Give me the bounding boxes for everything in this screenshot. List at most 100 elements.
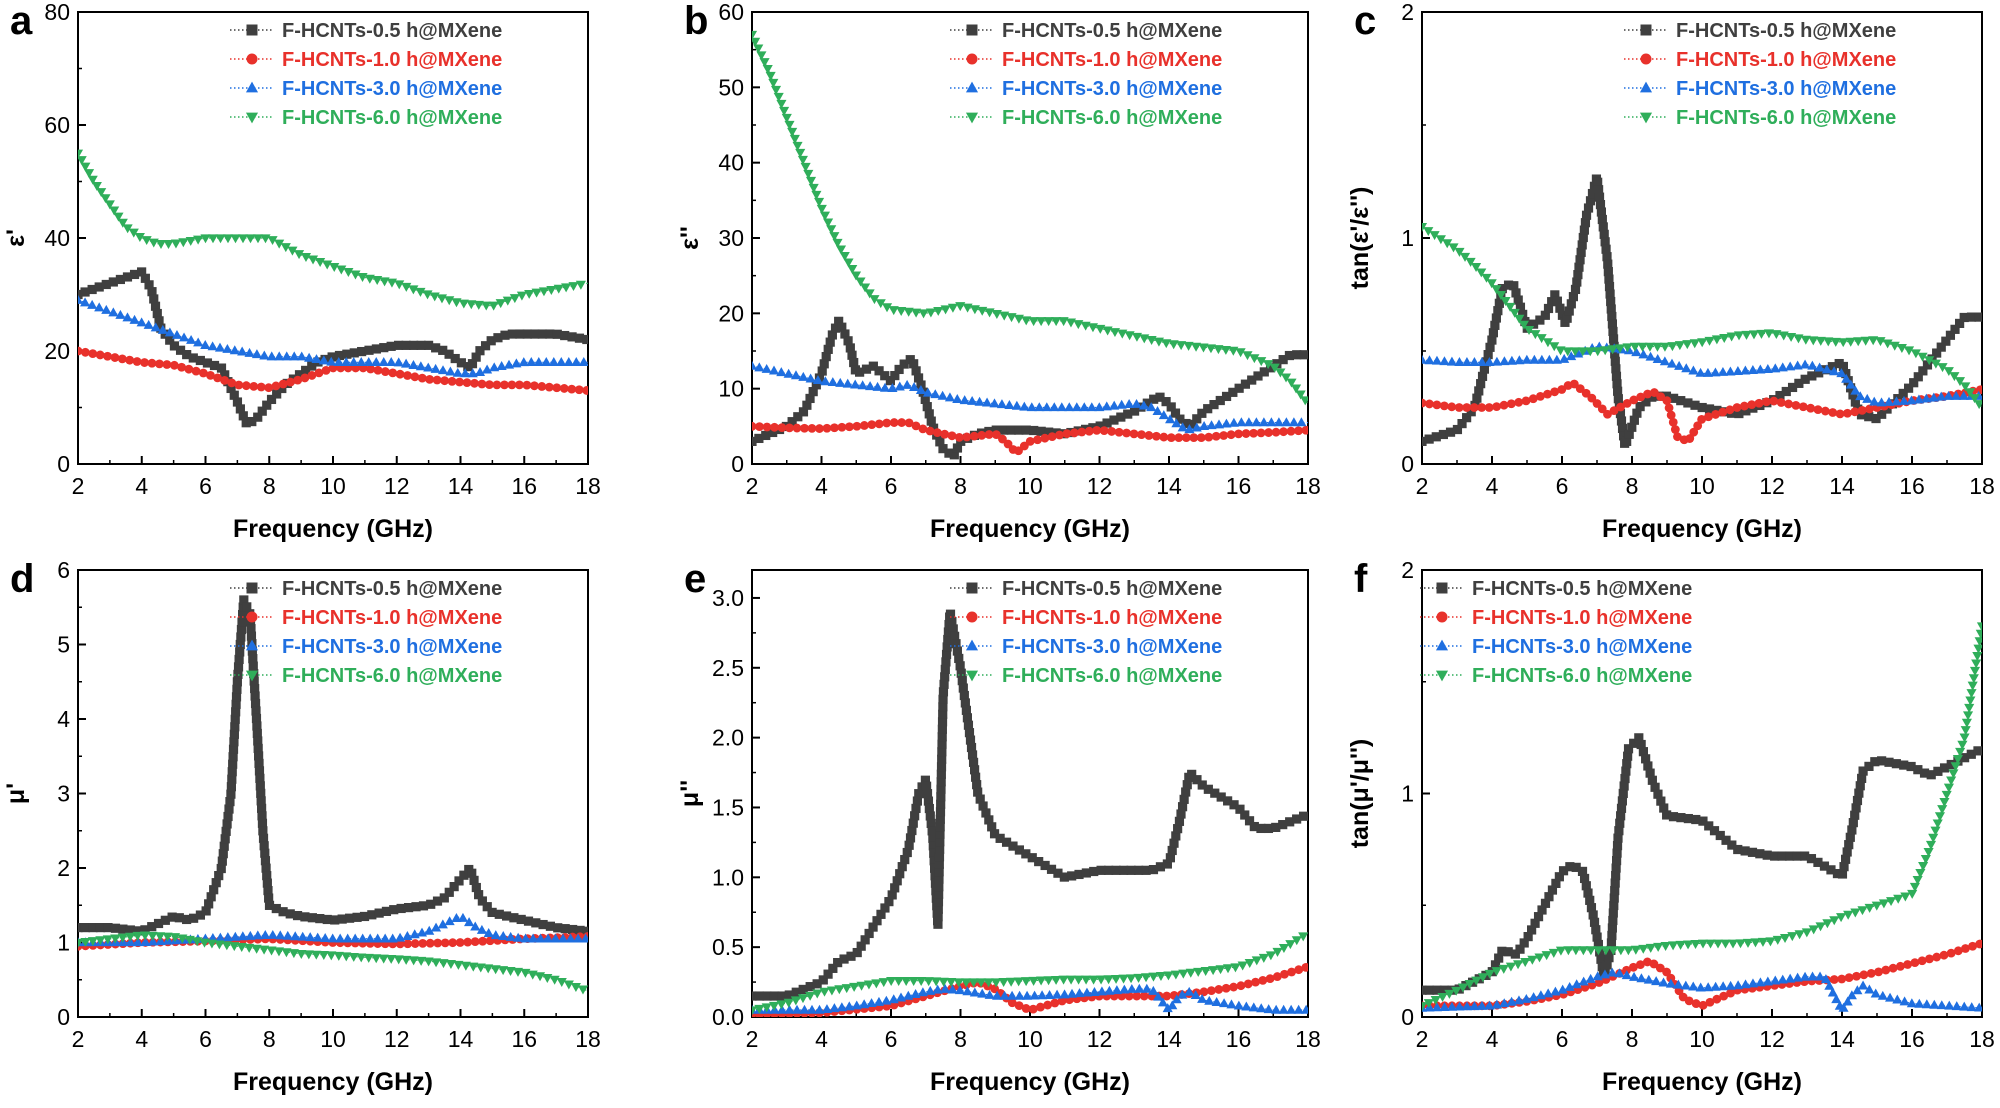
data-point (448, 938, 458, 948)
data-point (527, 970, 538, 980)
data-point (1425, 399, 1434, 409)
data-point (1019, 401, 1030, 411)
data-point (792, 141, 803, 151)
data-point (1249, 428, 1258, 438)
data-point (157, 324, 168, 334)
data-point (1852, 971, 1861, 981)
legend-label: F-HCNTs-1.0 h@MXene (1472, 607, 1692, 629)
data-point (1835, 409, 1845, 419)
data-point (286, 377, 295, 387)
data-point (1155, 862, 1166, 872)
data-point (315, 258, 326, 267)
data-point (1964, 703, 1975, 713)
data-point (851, 1000, 862, 1010)
data-point (1193, 967, 1204, 977)
x-tick-label: 8 (1626, 1026, 1639, 1052)
data-point (869, 295, 880, 305)
data-point (571, 357, 582, 366)
data-point (251, 713, 262, 724)
data-point (558, 933, 569, 943)
data-point (1138, 400, 1149, 410)
data-point (847, 265, 858, 275)
data-point (1608, 334, 1619, 344)
data-point (1163, 971, 1174, 981)
data-point (110, 934, 121, 944)
data-point (873, 996, 885, 1006)
data-point (386, 954, 397, 964)
data-point (125, 925, 135, 935)
data-point (470, 378, 479, 388)
data-point (233, 662, 244, 672)
data-point (922, 387, 934, 397)
data-point (445, 960, 457, 970)
data-point (202, 358, 213, 368)
data-point (1062, 429, 1072, 439)
data-point (1896, 344, 1907, 354)
data-point (1178, 969, 1189, 979)
data-point (937, 732, 947, 742)
data-point (895, 992, 907, 1002)
data-point (553, 923, 563, 933)
data-point (1263, 823, 1274, 834)
data-point (1950, 762, 1961, 772)
data-point (908, 818, 918, 828)
data-point (251, 944, 262, 954)
data-point (1197, 993, 1208, 1003)
data-point (218, 849, 228, 859)
data-point (1258, 417, 1269, 427)
data-point (1007, 990, 1018, 1000)
data-point (879, 382, 891, 392)
data-point (932, 428, 942, 438)
data-point (348, 357, 359, 366)
data-point (1432, 400, 1442, 410)
data-point (1684, 996, 1694, 1006)
data-point (529, 381, 539, 391)
data-point (1107, 427, 1117, 436)
data-point (108, 307, 119, 317)
legend-item: F-HCNTs-1.0 h@MXene (950, 49, 1222, 71)
data-point (762, 991, 772, 1001)
data-point (260, 848, 270, 858)
x-tick-label: 4 (815, 1026, 828, 1052)
data-point (1557, 385, 1567, 394)
data-point (1059, 872, 1069, 882)
data-point (1711, 335, 1722, 345)
data-point (805, 176, 817, 186)
data-point (1924, 356, 1935, 366)
data-point (1176, 341, 1187, 351)
data-point (992, 990, 1003, 1000)
data-point (1659, 356, 1670, 366)
data-point (522, 380, 532, 390)
data-point (1167, 845, 1177, 856)
data-point (1733, 844, 1743, 855)
x-tick-label: 4 (1486, 1026, 1499, 1052)
data-point (1770, 975, 1781, 985)
data-point (250, 683, 260, 694)
data-point (1088, 975, 1099, 985)
data-point (1022, 990, 1033, 1000)
data-point (1248, 1002, 1259, 1012)
data-point (1167, 1000, 1178, 1010)
data-point (252, 234, 264, 244)
legend-item: F-HCNTs-1.0 h@MXene (950, 607, 1222, 629)
data-point (188, 353, 198, 363)
data-point (96, 188, 107, 198)
data-point (1710, 981, 1721, 991)
data-point (1273, 417, 1284, 427)
data-point (520, 933, 531, 943)
data-point (1133, 973, 1144, 983)
data-point (1550, 986, 1561, 996)
y-axis-title: ε'' (676, 226, 704, 250)
data-point (288, 949, 299, 959)
data-point (259, 945, 270, 955)
data-point (1104, 865, 1114, 875)
data-point (991, 430, 1001, 440)
data-point (1747, 400, 1757, 410)
data-point (1288, 417, 1299, 427)
data-point (955, 302, 966, 312)
data-point (1799, 359, 1811, 369)
y-tick-label: 6 (57, 557, 70, 583)
data-point (1437, 992, 1448, 1002)
data-point (169, 933, 181, 943)
